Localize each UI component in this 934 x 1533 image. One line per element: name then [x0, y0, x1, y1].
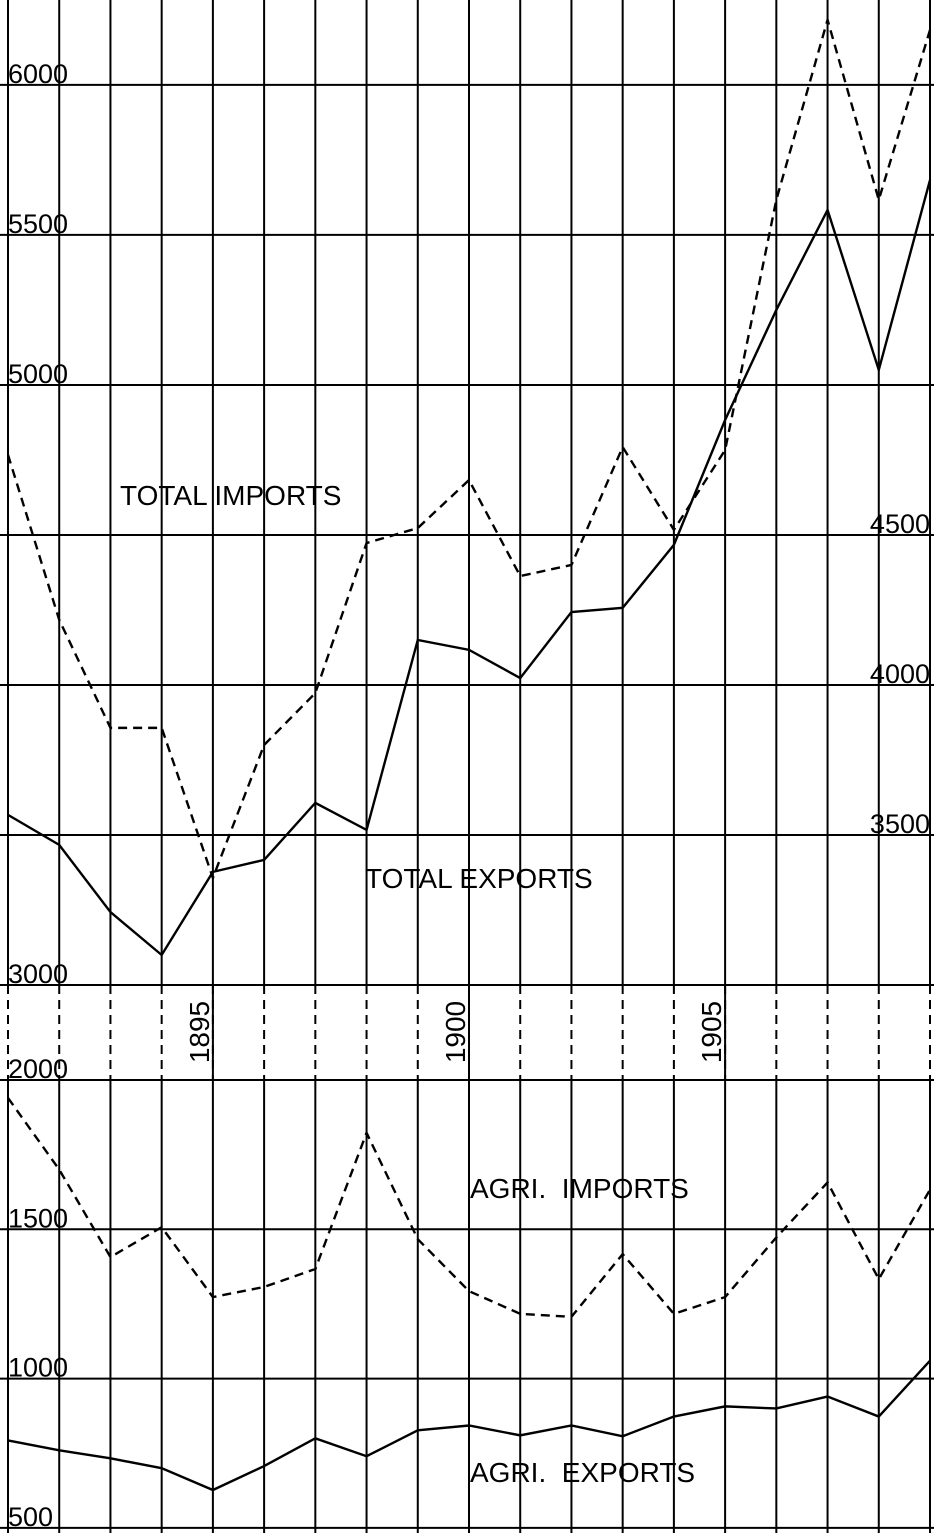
y-tick-label: 5000 [8, 359, 68, 389]
y-tick-label: 1500 [8, 1203, 68, 1233]
series-label: TOTAL EXPORTS [365, 863, 593, 894]
series-line [7, 179, 932, 957]
y-tick-label: 4000 [870, 659, 930, 689]
y-tick-label: 2000 [8, 1054, 68, 1084]
series-label: TOTAL IMPORTS [120, 480, 341, 511]
series-label: AGRI. IMPORTS [470, 1173, 689, 1204]
x-tick-label: 1895 [184, 1001, 215, 1063]
y-tick-label: 1000 [8, 1353, 68, 1383]
y-tick-label: 3500 [870, 809, 930, 839]
y-tick-label: 3000 [8, 959, 68, 989]
y-tick-label: 500 [8, 1502, 53, 1532]
series-line [7, 1359, 931, 1492]
y-tick-label: 5500 [8, 209, 68, 239]
y-tick-label: 6000 [8, 59, 68, 89]
x-tick-label: 1905 [696, 1001, 727, 1063]
x-tick-label: 1900 [440, 1001, 471, 1063]
series-label: AGRI. EXPORTS [470, 1457, 695, 1488]
y-tick-label: 4500 [870, 509, 930, 539]
series-line [7, 1097, 932, 1319]
